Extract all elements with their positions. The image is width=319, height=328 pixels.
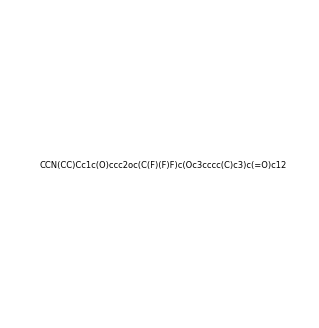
Text: CCN(CC)Cc1c(O)ccc2oc(C(F)(F)F)c(Oc3cccc(C)c3)c(=O)c12: CCN(CC)Cc1c(O)ccc2oc(C(F)(F)F)c(Oc3cccc(… <box>40 161 287 170</box>
